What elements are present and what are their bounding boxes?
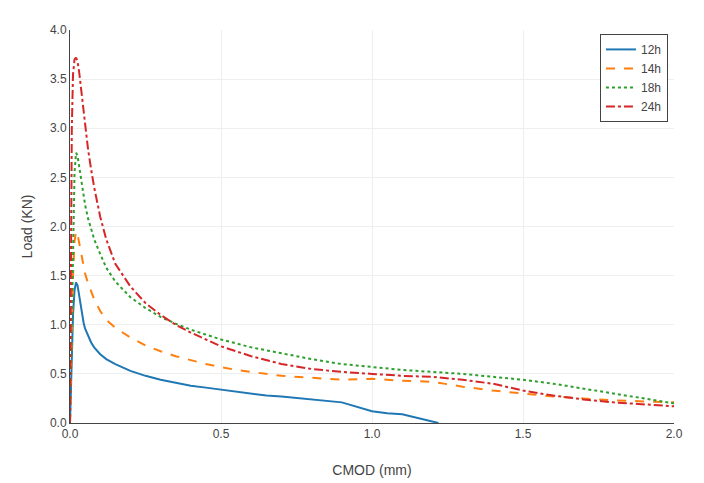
svg-text:Load (KN): Load (KN)	[19, 195, 35, 259]
svg-text:18h: 18h	[641, 81, 661, 95]
svg-text:2.5: 2.5	[50, 171, 67, 185]
svg-text:0.5: 0.5	[213, 427, 230, 441]
svg-text:0.5: 0.5	[50, 367, 67, 381]
svg-text:1.5: 1.5	[515, 427, 532, 441]
svg-text:CMOD (mm): CMOD (mm)	[332, 462, 411, 478]
svg-text:24h: 24h	[641, 100, 661, 114]
svg-text:2.0: 2.0	[50, 220, 67, 234]
svg-text:0.0: 0.0	[50, 416, 67, 430]
svg-text:0.0: 0.0	[62, 427, 79, 441]
svg-text:12h: 12h	[641, 43, 661, 57]
svg-text:14h: 14h	[641, 62, 661, 76]
svg-text:1.0: 1.0	[50, 318, 67, 332]
svg-text:3.0: 3.0	[50, 121, 67, 135]
svg-text:2.0: 2.0	[666, 427, 683, 441]
svg-text:4.0: 4.0	[50, 23, 67, 37]
svg-text:1.5: 1.5	[50, 269, 67, 283]
svg-text:3.5: 3.5	[50, 72, 67, 86]
svg-text:1.0: 1.0	[364, 427, 381, 441]
